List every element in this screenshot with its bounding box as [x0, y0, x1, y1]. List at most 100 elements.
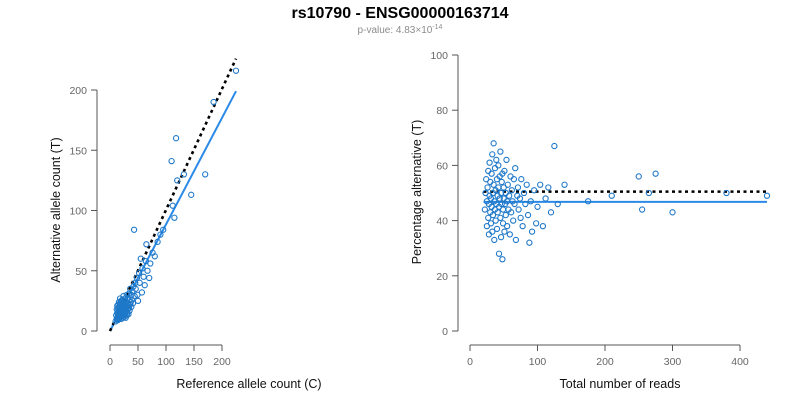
right-data-point [490, 181, 497, 188]
right-x-tick-label: 300 [664, 356, 682, 368]
left-x-tick-label: 50 [132, 356, 144, 368]
right-y-tick-label: 0 [442, 326, 448, 338]
left-data-point [135, 270, 143, 277]
left-data-point [147, 260, 154, 267]
right-data-point [508, 209, 515, 216]
right-data-point [499, 206, 507, 213]
right-data-point [512, 236, 520, 244]
right-points [481, 140, 771, 263]
left-data-point [143, 241, 150, 248]
left-data-point [134, 297, 142, 305]
left-points [112, 67, 240, 325]
left-data-point [210, 98, 217, 106]
right-data-point [496, 195, 503, 202]
right-data-point [489, 211, 497, 219]
right-data-point [514, 184, 522, 191]
right-data-point [504, 181, 511, 188]
right-y-axis-label: Percentage alternative (T) [410, 120, 424, 265]
right-data-point [491, 165, 499, 172]
right-data-point [510, 217, 517, 224]
percentage-alternative-scatter-plot: 0 100 200 300 400 0 20 40 60 80 100 Total number … [410, 50, 771, 391]
right-data-point [503, 222, 511, 230]
right-data-point [487, 178, 494, 186]
right-data-point [487, 220, 495, 227]
right-data-point [524, 211, 532, 219]
left-data-point [130, 226, 138, 233]
right-data-point [519, 222, 526, 230]
right-y-tick-label: 100 [430, 50, 448, 62]
left-data-point [168, 157, 175, 165]
right-data-point [545, 184, 552, 191]
left-y-tick-label: 50 [75, 266, 87, 278]
left-data-point [129, 300, 137, 307]
left-x-ticks: 0 50 100 150 200 [107, 345, 231, 368]
right-data-point [495, 162, 502, 169]
right-data-point [669, 209, 676, 216]
right-data-point [489, 228, 496, 235]
left-data-point [232, 67, 240, 74]
right-data-point [537, 181, 544, 188]
left-y-axis-label: Alternative allele count (T) [49, 137, 63, 282]
right-data-point [608, 192, 615, 199]
left-data-point [157, 231, 164, 238]
right-data-point [526, 239, 533, 246]
right-y-tick-label: 40 [436, 216, 448, 228]
right-data-point [492, 217, 499, 224]
left-data-point [141, 282, 148, 289]
right-y-tick-label: 20 [436, 271, 448, 283]
right-data-point [523, 181, 530, 188]
left-data-point [169, 202, 176, 209]
right-data-point [554, 200, 561, 208]
right-y-tick-label: 60 [436, 160, 448, 172]
right-data-point [530, 187, 538, 194]
right-data-point [520, 189, 528, 197]
left-data-point [132, 285, 139, 292]
left-y-tick-label: 150 [69, 145, 87, 157]
right-data-point [498, 200, 505, 208]
left-data-point [139, 265, 146, 272]
left-x-axis-label: Reference allele count (C) [176, 377, 321, 391]
right-data-point [516, 195, 524, 202]
left-x-tick-label: 100 [157, 356, 175, 368]
left-data-point [160, 226, 167, 233]
pvalue-exponent: -14 [432, 24, 442, 31]
right-data-point [534, 203, 541, 210]
right-data-point [510, 176, 518, 183]
left-data-point [126, 307, 133, 314]
left-data-point [137, 255, 144, 262]
chart-title: rs10790 - ENSG00000163714 [291, 5, 508, 22]
right-data-point [511, 200, 518, 208]
right-data-point [517, 214, 524, 221]
right-data-point [635, 173, 642, 180]
left-data-point [133, 274, 141, 282]
allele-count-scatter-plot: 0 50 100 150 200 0 50 100 150 200 Reference alle… [49, 58, 322, 391]
right-data-point [501, 167, 508, 175]
right-data-point [551, 142, 558, 150]
left-data-point [128, 303, 135, 311]
right-data-point [501, 228, 508, 235]
right-data-point [506, 231, 513, 238]
left-data-point [172, 135, 180, 142]
right-data-point [491, 236, 498, 244]
right-y-tick-label: 80 [436, 105, 448, 117]
left-data-point [171, 214, 178, 221]
left-y-tick-label: 0 [81, 326, 87, 338]
right-data-point [638, 206, 646, 213]
right-data-point [502, 211, 509, 219]
left-data-point [144, 267, 151, 274]
left-data-point [188, 191, 195, 198]
right-data-point [505, 192, 513, 199]
right-data-point [542, 195, 549, 202]
right-x-tick-label: 400 [731, 356, 749, 368]
right-data-point [495, 250, 503, 257]
right-data-point [652, 170, 659, 177]
left-data-point [136, 279, 143, 286]
right-data-point [508, 187, 515, 194]
right-data-point [489, 151, 496, 158]
right-data-point [763, 192, 771, 199]
right-data-point [512, 165, 519, 172]
right-x-ticks: 0 100 200 300 400 [467, 345, 749, 368]
right-data-point [485, 231, 493, 238]
left-x-tick-label: 200 [213, 356, 231, 368]
